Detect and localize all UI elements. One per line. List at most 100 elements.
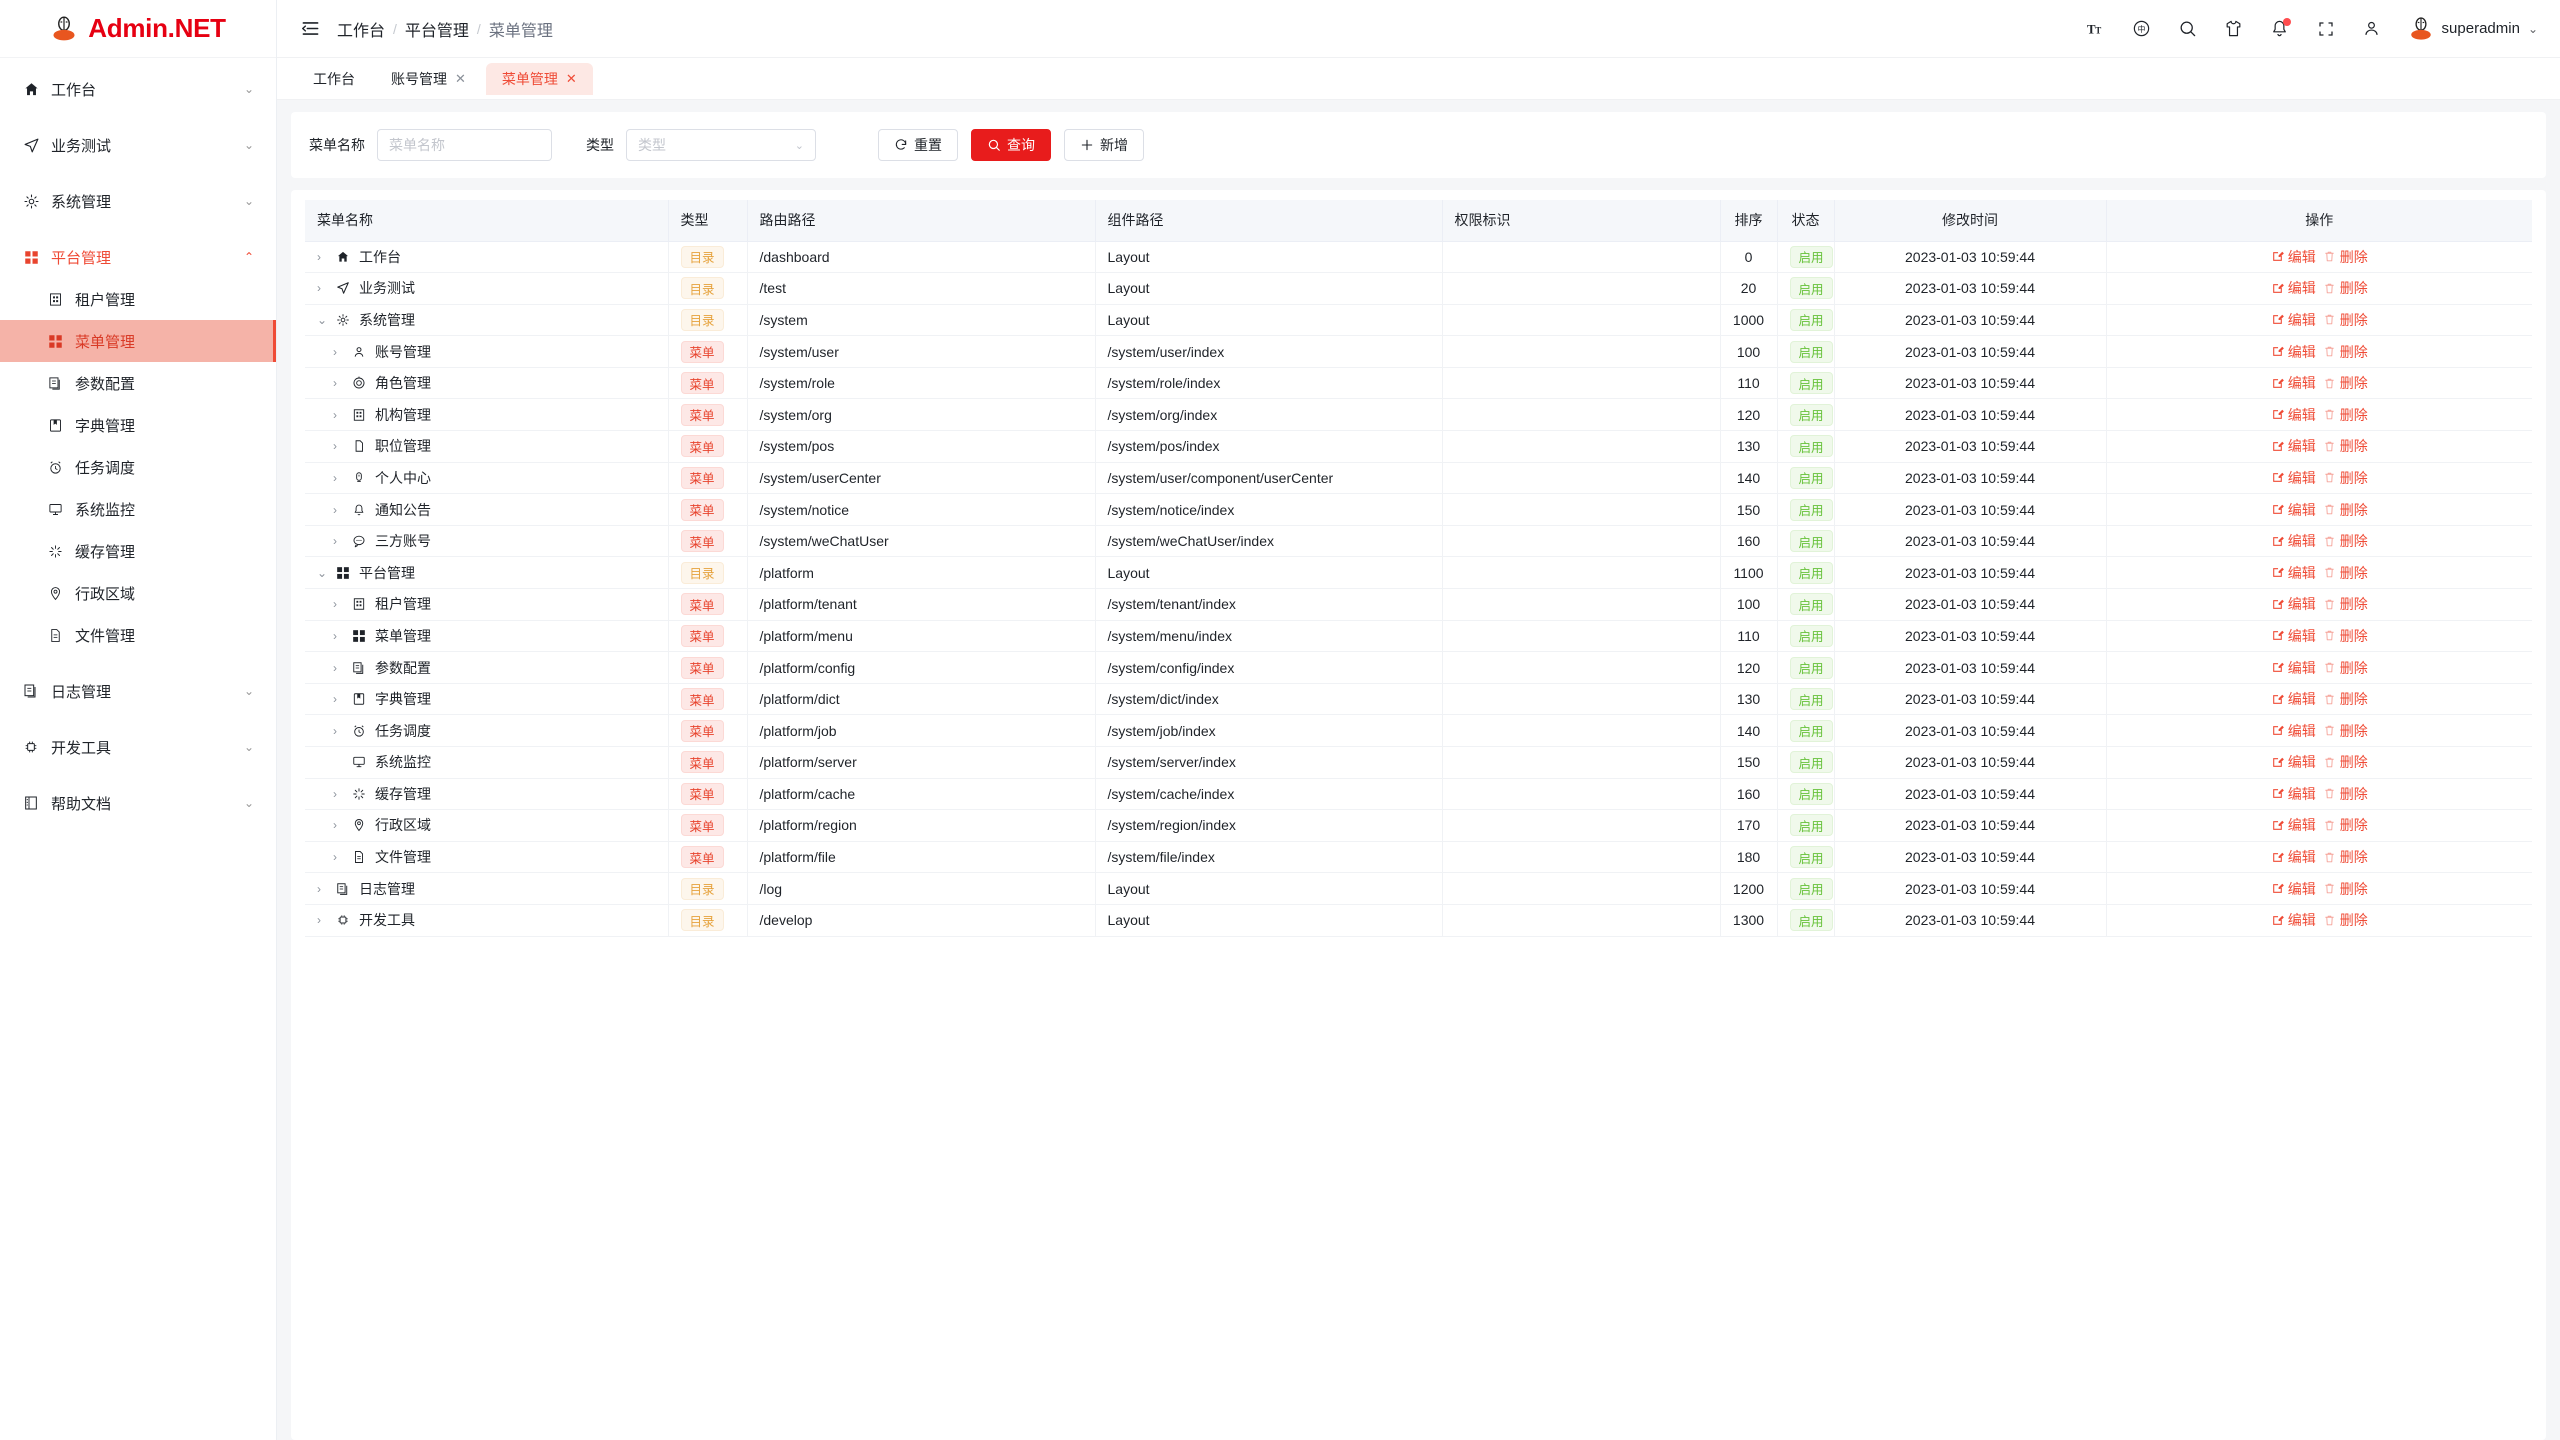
edit-button[interactable]: 编辑 — [2271, 815, 2316, 835]
chevron-down-icon[interactable]: ⌄ — [317, 312, 328, 327]
edit-button[interactable]: 编辑 — [2271, 879, 2316, 899]
chevron-right-icon[interactable]: › — [333, 344, 337, 359]
chevron-right-icon[interactable]: › — [333, 818, 337, 833]
close-icon[interactable]: ✕ — [565, 70, 577, 86]
chevron-right-icon[interactable]: › — [333, 786, 337, 801]
delete-button[interactable]: 删除 — [2323, 405, 2368, 425]
delete-button[interactable]: 删除 — [2323, 784, 2368, 804]
chevron-right-icon[interactable]: › — [333, 439, 337, 454]
edit-button[interactable]: 编辑 — [2271, 689, 2316, 709]
reset-button[interactable]: 重置 — [878, 129, 958, 161]
add-button[interactable]: 新增 — [1064, 129, 1144, 161]
table-row[interactable]: › 三方账号 菜单/system/weChatUser/system/weChatU… — [305, 525, 2532, 558]
sidebar-item-region[interactable]: 行政区域 — [0, 572, 276, 614]
sidebar-item-file[interactable]: 文件管理 — [0, 614, 276, 656]
delete-button[interactable]: 删除 — [2323, 721, 2368, 741]
sidebar-item-help[interactable]: 帮助文档 ⌄ — [0, 782, 276, 824]
delete-button[interactable]: 删除 — [2323, 436, 2368, 456]
query-button[interactable]: 查询 — [971, 129, 1051, 161]
chevron-right-icon[interactable]: › — [317, 281, 321, 296]
delete-button[interactable]: 删除 — [2323, 247, 2368, 267]
edit-button[interactable]: 编辑 — [2271, 500, 2316, 520]
type-select[interactable]: 类型 ⌄ — [626, 129, 816, 161]
brand[interactable]: Admin.NET — [0, 0, 276, 58]
delete-button[interactable]: 删除 — [2323, 910, 2368, 930]
chevron-right-icon[interactable]: › — [333, 534, 337, 549]
delete-button[interactable]: 删除 — [2323, 373, 2368, 393]
chevron-right-icon[interactable]: › — [333, 692, 337, 707]
fullscreen-icon[interactable] — [2314, 17, 2338, 41]
table-row[interactable]: › 菜单管理 菜单/platform/menu/system/menu/index 1… — [305, 620, 2532, 653]
delete-button[interactable]: 删除 — [2323, 500, 2368, 520]
chevron-right-icon[interactable]: › — [333, 628, 337, 643]
delete-button[interactable]: 删除 — [2323, 658, 2368, 678]
edit-button[interactable]: 编辑 — [2271, 563, 2316, 583]
delete-button[interactable]: 删除 — [2323, 847, 2368, 867]
table-row[interactable]: › 职位管理 菜单/system/pos/system/pos/index 130 启用… — [305, 430, 2532, 463]
delete-button[interactable]: 删除 — [2323, 879, 2368, 899]
delete-button[interactable]: 删除 — [2323, 626, 2368, 646]
sidebar-item-cache[interactable]: 缓存管理 — [0, 530, 276, 572]
table-row[interactable]: › 日志管理 目录/log Layout 1200 启用 2023-01-03 10:59:… — [305, 872, 2532, 905]
bell-icon[interactable] — [2268, 17, 2292, 41]
table-row[interactable]: › 个人中心 菜单/system/userCenter/system/user/co… — [305, 462, 2532, 495]
edit-button[interactable]: 编辑 — [2271, 784, 2316, 804]
sidebar-item-config[interactable]: 参数配置 — [0, 362, 276, 404]
chevron-right-icon[interactable]: › — [333, 597, 337, 612]
theme-shirt-icon[interactable] — [2222, 17, 2246, 41]
edit-button[interactable]: 编辑 — [2271, 405, 2316, 425]
breadcrumb-item[interactable]: 工作台 — [337, 22, 386, 40]
table-row[interactable]: › 缓存管理 菜单/platform/cache/system/cache/inde… — [305, 778, 2532, 811]
delete-button[interactable]: 删除 — [2323, 752, 2368, 772]
sidebar-item-workbench[interactable]: 工作台 ⌄ — [0, 68, 276, 110]
table-row[interactable]: ⌄ 平台管理 目录/platform Layout 1100 启用 2023-01-03 1… — [305, 556, 2532, 590]
edit-button[interactable]: 编辑 — [2271, 752, 2316, 772]
menu-fold-icon[interactable] — [297, 16, 323, 42]
delete-button[interactable]: 删除 — [2323, 689, 2368, 709]
sidebar-item-log[interactable]: 日志管理 ⌄ — [0, 670, 276, 712]
breadcrumb-item[interactable]: 平台管理 — [404, 22, 469, 40]
table-row[interactable]: › 角色管理 菜单/system/role/system/role/index 110… — [305, 367, 2532, 400]
menu-name-input[interactable] — [377, 129, 552, 161]
user-outline-icon[interactable] — [2360, 17, 2384, 41]
edit-button[interactable]: 编辑 — [2271, 721, 2316, 741]
table-row[interactable]: › 字典管理 菜单/platform/dict/system/dict/index 1… — [305, 683, 2532, 716]
table-row[interactable]: › 开发工具 目录/develop Layout 1300 启用 2023-01-03 10… — [305, 904, 2532, 937]
chevron-right-icon[interactable]: › — [333, 660, 337, 675]
close-icon[interactable]: ✕ — [455, 70, 466, 86]
sidebar-item-business-test[interactable]: 业务测试 ⌄ — [0, 124, 276, 166]
chevron-right-icon[interactable]: › — [317, 249, 321, 264]
table-row[interactable]: › 工作台 目录/dashboard Layout 0 启用 2023-01-03 10:5… — [305, 241, 2532, 274]
edit-button[interactable]: 编辑 — [2271, 310, 2316, 330]
edit-button[interactable]: 编辑 — [2271, 910, 2316, 930]
edit-button[interactable]: 编辑 — [2271, 847, 2316, 867]
chevron-right-icon[interactable]: › — [333, 502, 337, 517]
delete-button[interactable]: 删除 — [2323, 594, 2368, 614]
table-row[interactable]: › 行政区域 菜单/platform/region/system/region/in… — [305, 809, 2532, 842]
table-row[interactable]: › 通知公告 菜单/system/notice/system/notice/inde… — [305, 493, 2532, 526]
delete-button[interactable]: 删除 — [2323, 468, 2368, 488]
chevron-right-icon[interactable]: › — [317, 881, 321, 896]
edit-button[interactable]: 编辑 — [2271, 247, 2316, 267]
delete-button[interactable]: 删除 — [2323, 815, 2368, 835]
sidebar-item-tenant[interactable]: 租户管理 — [0, 278, 276, 320]
table-row[interactable]: › 业务测试 目录/test Layout 20 启用 2023-01-03 10:59:4… — [305, 272, 2532, 305]
sidebar-item-devtools[interactable]: 开发工具 ⌄ — [0, 726, 276, 768]
chevron-right-icon[interactable]: › — [333, 850, 337, 865]
sidebar-item-system[interactable]: 系统管理 ⌄ — [0, 180, 276, 222]
table-row[interactable]: ⌄ 系统管理 目录/system Layout 1000 启用 2023-01-03 10:… — [305, 304, 2532, 337]
chevron-down-icon[interactable]: ⌄ — [317, 565, 328, 580]
chevron-right-icon[interactable]: › — [333, 723, 337, 738]
sidebar-item-platform[interactable]: 平台管理 ⌃ — [0, 236, 276, 278]
delete-button[interactable]: 删除 — [2323, 342, 2368, 362]
tab-workbench[interactable]: 工作台 — [297, 63, 371, 95]
chevron-right-icon[interactable]: › — [333, 407, 337, 422]
edit-button[interactable]: 编辑 — [2271, 278, 2316, 298]
edit-button[interactable]: 编辑 — [2271, 342, 2316, 362]
delete-button[interactable]: 删除 — [2323, 563, 2368, 583]
table-row[interactable]: 系统监控 菜单/platform/server/system/server/ind… — [305, 746, 2532, 779]
edit-button[interactable]: 编辑 — [2271, 468, 2316, 488]
delete-button[interactable]: 删除 — [2323, 531, 2368, 551]
delete-button[interactable]: 删除 — [2323, 278, 2368, 298]
